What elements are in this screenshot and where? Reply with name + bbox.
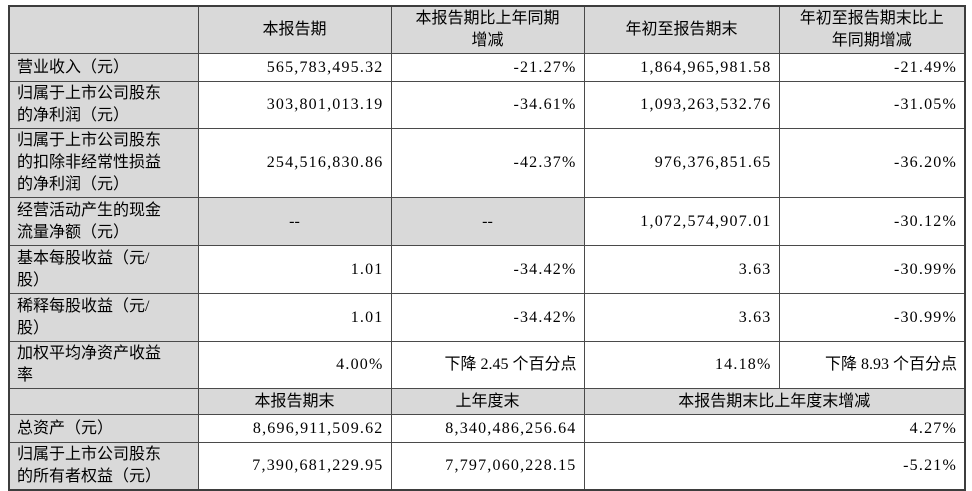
report-page: 本报告期 本报告期比上年同期 增减 年初至报告期末 年初至报告期末比上 年同期增… <box>8 5 966 491</box>
row-label: 归属于上市公司股东 的净利润（元） <box>8 81 199 129</box>
header-current-period-yoy-change: 本报告期比上年同期 增减 <box>390 5 585 54</box>
header-year-to-date-yoy-change: 年初至报告期末比上 年同期增减 <box>778 5 966 54</box>
value-cell: -30.99% <box>778 245 966 294</box>
table-row-diluted-eps: 稀释每股收益（元/ 股） 1.01 -34.42% 3.63 -30.99% <box>8 293 966 342</box>
value-cell: 下降 8.93 个百分点 <box>778 341 966 389</box>
table-row-basic-eps: 基本每股收益（元/ 股） 1.01 -34.42% 3.63 -30.99% <box>8 245 966 294</box>
header-end-of-period: 本报告期末 <box>197 388 392 415</box>
header-blank-cell <box>8 388 199 415</box>
row-label: 稀释每股收益（元/ 股） <box>8 293 199 342</box>
value-cell: 1.01 <box>197 245 392 294</box>
header-blank-cell <box>8 5 199 54</box>
row-label: 总资产（元） <box>8 414 199 443</box>
value-cell: -5.21% <box>583 442 966 491</box>
value-cell: -34.42% <box>390 245 585 294</box>
value-cell: 1.01 <box>197 293 392 342</box>
row-label: 归属于上市公司股东 的扣除非经常性损益 的净利润（元） <box>8 128 199 198</box>
table-row-weighted-avg-roe: 加权平均净资产收益 率 4.00% 下降 2.45 个百分点 14.18% 下降… <box>8 341 966 389</box>
table-row-net-profit: 归属于上市公司股东 的净利润（元） 303,801,013.19 -34.61%… <box>8 81 966 129</box>
value-cell: 3.63 <box>583 293 780 342</box>
value-cell: 4.00% <box>197 341 392 389</box>
row-label: 基本每股收益（元/ 股） <box>8 245 199 294</box>
value-cell-dash: -- <box>197 197 392 246</box>
value-cell: -34.42% <box>390 293 585 342</box>
value-cell: -31.05% <box>778 81 966 129</box>
value-cell: 1,864,965,981.58 <box>583 53 780 82</box>
value-cell: 1,072,574,907.01 <box>583 197 780 246</box>
value-cell: 下降 2.45 个百分点 <box>390 341 585 389</box>
row-label: 经营活动产生的现金 流量净额（元） <box>8 197 199 246</box>
value-cell: 4.27% <box>583 414 966 443</box>
value-cell: 14.18% <box>583 341 780 389</box>
value-cell: -21.49% <box>778 53 966 82</box>
table-row-total-assets: 总资产（元） 8,696,911,509.62 8,340,486,256.64… <box>8 414 966 443</box>
table-row-net-profit-excl-nonrecurring: 归属于上市公司股东 的扣除非经常性损益 的净利润（元） 254,516,830.… <box>8 128 966 198</box>
table-header-row-1: 本报告期 本报告期比上年同期 增减 年初至报告期末 年初至报告期末比上 年同期增… <box>8 5 966 54</box>
financial-summary-table: 本报告期 本报告期比上年同期 增减 年初至报告期末 年初至报告期末比上 年同期增… <box>8 5 966 491</box>
header-year-to-date: 年初至报告期末 <box>583 5 780 54</box>
value-cell: 976,376,851.65 <box>583 128 780 198</box>
header-current-period: 本报告期 <box>197 5 392 54</box>
header-end-of-period-change: 本报告期末比上年度末增减 <box>583 388 966 415</box>
value-cell: 8,340,486,256.64 <box>390 414 585 443</box>
row-label: 营业收入（元） <box>8 53 199 82</box>
value-cell: -21.27% <box>390 53 585 82</box>
value-cell: 303,801,013.19 <box>197 81 392 129</box>
value-cell: -36.20% <box>778 128 966 198</box>
row-label: 加权平均净资产收益 率 <box>8 341 199 389</box>
value-cell: 565,783,495.32 <box>197 53 392 82</box>
value-cell-dash: -- <box>390 197 585 246</box>
table-row-owners-equity: 归属于上市公司股东 的所有者权益（元） 7,390,681,229.95 7,7… <box>8 442 966 491</box>
value-cell: -42.37% <box>390 128 585 198</box>
value-cell: 254,516,830.86 <box>197 128 392 198</box>
value-cell: -34.61% <box>390 81 585 129</box>
row-label: 归属于上市公司股东 的所有者权益（元） <box>8 442 199 491</box>
header-end-of-prior-year: 上年度末 <box>390 388 585 415</box>
value-cell: 3.63 <box>583 245 780 294</box>
value-cell: -30.12% <box>778 197 966 246</box>
value-cell: -30.99% <box>778 293 966 342</box>
value-cell: 7,390,681,229.95 <box>197 442 392 491</box>
table-row-operating-cash-flow: 经营活动产生的现金 流量净额（元） -- -- 1,072,574,907.01… <box>8 197 966 246</box>
table-header-row-2: 本报告期末 上年度末 本报告期末比上年度末增减 <box>8 388 966 415</box>
value-cell: 1,093,263,532.76 <box>583 81 780 129</box>
value-cell: 8,696,911,509.62 <box>197 414 392 443</box>
value-cell: 7,797,060,228.15 <box>390 442 585 491</box>
table-row-operating-revenue: 营业收入（元） 565,783,495.32 -21.27% 1,864,965… <box>8 53 966 82</box>
